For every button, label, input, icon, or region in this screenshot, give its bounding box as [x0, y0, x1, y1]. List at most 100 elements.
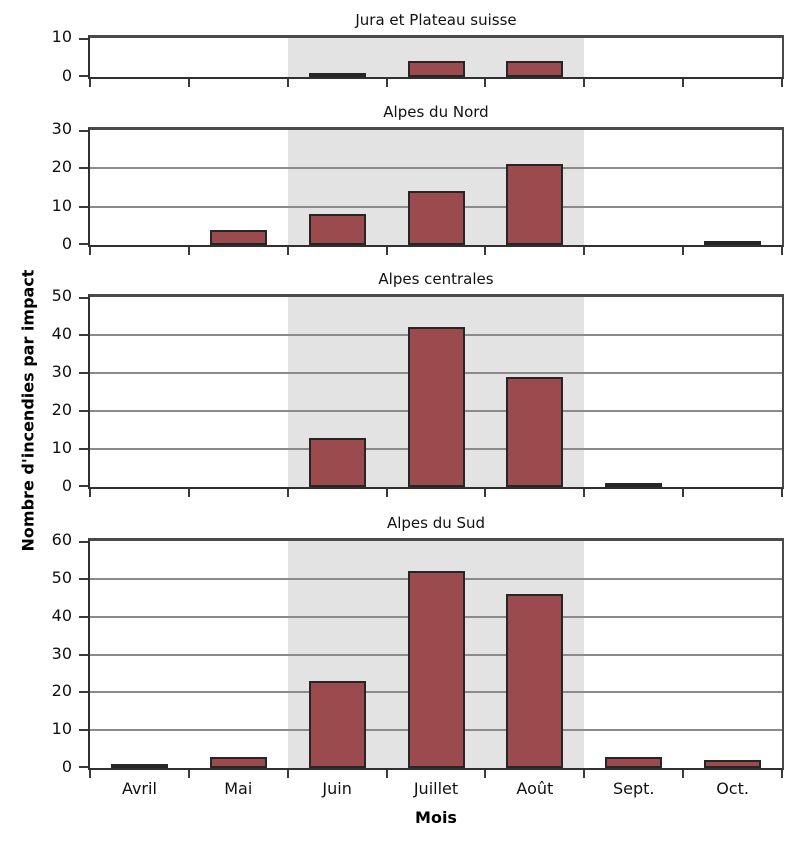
y-tick-mark-50	[79, 297, 88, 299]
bar-avril-alpes-du-sud	[110, 764, 168, 768]
y-tick-label-30: 30	[51, 119, 72, 138]
bar-mai-alpes-du-nord	[209, 230, 267, 245]
y-tick-label-30: 30	[51, 362, 72, 381]
x-tick-mark-5	[583, 770, 586, 778]
bar-juillet-alpes-centrales	[407, 327, 465, 487]
y-tick-mark-40	[79, 615, 88, 618]
x-tick-label-sept: Sept.	[612, 779, 655, 798]
x-axis-title: Mois	[415, 808, 457, 827]
x-tick-mark-5	[583, 489, 586, 497]
x-tick-mark-1	[187, 770, 190, 778]
y-tick-label-40: 40	[51, 605, 72, 625]
subplot-alpes-centrales	[79, 294, 784, 497]
x-tick-mark-5	[583, 79, 586, 87]
x-tick-mark-4	[484, 770, 487, 778]
bar-ao-t-alpes-du-sud	[506, 594, 564, 768]
y-tick-label-0: 0	[61, 476, 72, 495]
y-tick-label-40: 40	[51, 324, 72, 343]
x-tick-label-avril: Avril	[121, 779, 157, 798]
x-tick-label-ao-t: Août	[516, 779, 554, 798]
bar-juin-alpes-du-nord	[308, 214, 366, 245]
x-tick-mark-4	[484, 489, 487, 497]
y-tick-mark-60	[79, 541, 88, 543]
subplot-jura-et-plateau-suisse	[79, 35, 784, 87]
bar-sept-alpes-du-sud	[605, 757, 663, 768]
y-tick-label-20: 20	[51, 400, 72, 419]
bar-juillet-jura-et-plateau-suisse	[407, 61, 465, 77]
y-tick-label-60: 60	[51, 530, 72, 549]
y-tick-label-10: 10	[51, 438, 72, 457]
x-tick-mark-2	[286, 770, 289, 778]
subplot-title-alpes-du-sud: Alpes du Sud	[386, 514, 486, 532]
x-tick-mark-1	[187, 247, 190, 255]
y-tick-label-20: 20	[51, 681, 72, 701]
bar-sept-alpes-centrales	[605, 483, 663, 487]
y-tick-mark-10	[79, 448, 88, 450]
x-tick-mark-7	[781, 770, 783, 778]
x-tick-mark-2	[286, 489, 289, 497]
bar-juin-alpes-du-sud	[308, 681, 366, 768]
y-tick-label-30: 30	[51, 643, 72, 663]
x-tick-mark-0	[89, 770, 91, 778]
y-tick-mark-0	[79, 243, 88, 245]
x-tick-label-mai: Mai	[224, 779, 253, 798]
x-tick-mark-4	[484, 247, 487, 255]
bar-oct-alpes-du-nord	[704, 241, 762, 245]
subplot-title-alpes-du-nord: Alpes du Nord	[383, 103, 489, 121]
x-tick-mark-1	[187, 79, 190, 87]
x-tick-mark-6	[682, 247, 685, 255]
y-tick-label-20: 20	[51, 157, 72, 177]
bar-juin-jura-et-plateau-suisse	[308, 73, 366, 77]
bar-mai-alpes-du-sud	[209, 757, 267, 768]
y-tick-label-0: 0	[61, 757, 72, 776]
y-tick-mark-20	[79, 410, 88, 412]
y-tick-label-50: 50	[51, 286, 72, 305]
x-tick-mark-2	[286, 247, 289, 255]
subplot-alpes-du-sud	[79, 538, 784, 778]
x-tick-label-juin: Juin	[322, 779, 352, 798]
y-tick-label-50: 50	[51, 567, 72, 587]
x-tick-mark-3	[385, 247, 388, 255]
y-tick-label-0: 0	[61, 66, 72, 85]
y-tick-mark-20	[79, 691, 88, 694]
x-tick-mark-6	[682, 489, 685, 497]
y-tick-mark-40	[79, 334, 88, 336]
y-tick-mark-30	[79, 653, 88, 656]
x-tick-mark-0	[89, 489, 91, 497]
y-tick-mark-10	[79, 38, 88, 40]
x-tick-mark-4	[484, 79, 487, 87]
y-tick-mark-20	[79, 167, 88, 170]
bar-juillet-alpes-du-nord	[407, 191, 465, 245]
bar-juillet-alpes-du-sud	[407, 571, 465, 768]
subplot-title-alpes-centrales: Alpes centrales	[378, 270, 494, 288]
x-tick-mark-3	[385, 79, 388, 87]
y-tick-mark-0	[79, 75, 88, 77]
y-tick-mark-0	[79, 766, 88, 768]
subplot-title-jura-et-plateau-suisse: Jura et Plateau suisse	[355, 11, 517, 29]
bar-ao-t-alpes-centrales	[506, 377, 564, 487]
y-tick-label-0: 0	[61, 234, 72, 253]
x-tick-mark-7	[781, 247, 783, 255]
x-tick-mark-5	[583, 247, 586, 255]
y-tick-mark-10	[79, 729, 88, 732]
x-tick-mark-7	[781, 489, 783, 497]
x-tick-label-juillet: Juillet	[413, 779, 459, 798]
x-tick-mark-2	[286, 79, 289, 87]
y-tick-label-10: 10	[51, 195, 72, 215]
x-tick-mark-7	[781, 79, 783, 87]
x-tick-mark-0	[89, 247, 91, 255]
x-tick-mark-3	[385, 770, 388, 778]
x-tick-mark-1	[187, 489, 190, 497]
x-tick-mark-3	[385, 489, 388, 497]
y-tick-label-10: 10	[51, 719, 72, 739]
y-tick-mark-10	[79, 205, 88, 208]
subplot-alpes-du-nord	[79, 127, 784, 255]
y-tick-label-10: 10	[51, 27, 72, 46]
bar-ao-t-alpes-du-nord	[506, 164, 564, 245]
x-tick-mark-6	[682, 79, 685, 87]
bar-ao-t-jura-et-plateau-suisse	[506, 61, 564, 77]
bar-oct-alpes-du-sud	[704, 760, 762, 768]
y-tick-mark-50	[79, 577, 88, 580]
bar-juin-alpes-centrales	[308, 438, 366, 487]
